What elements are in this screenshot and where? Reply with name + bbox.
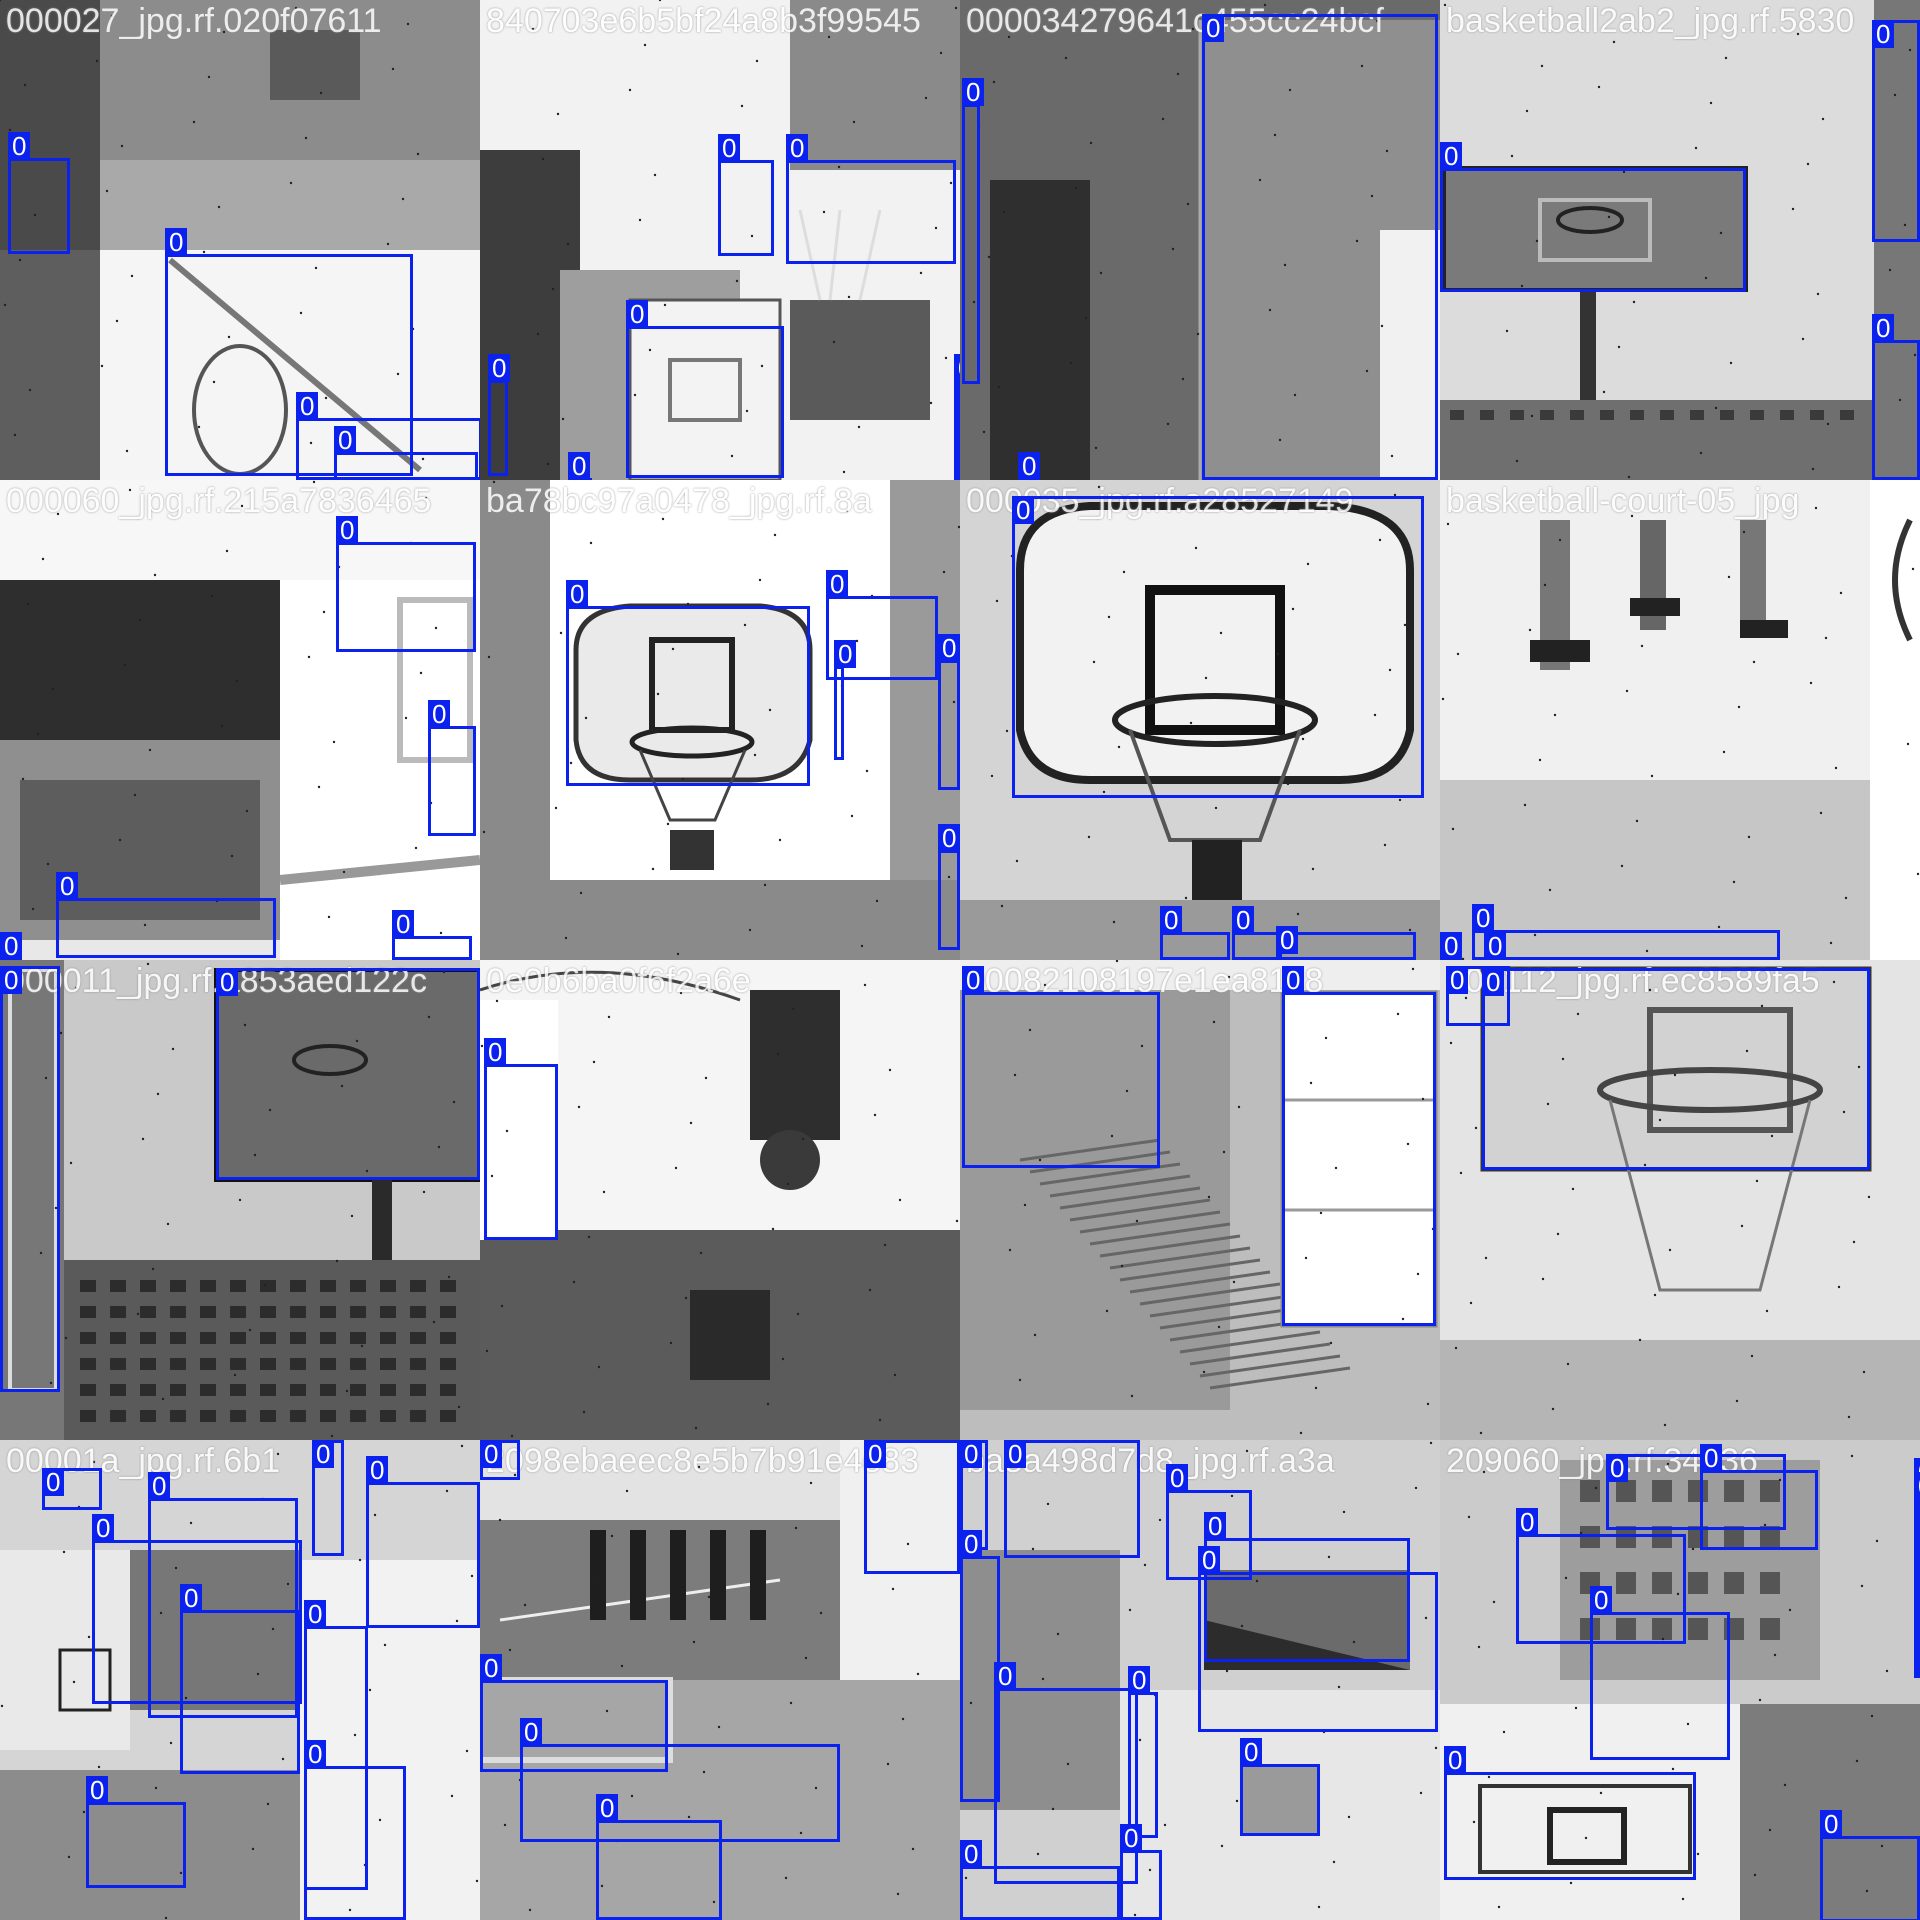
mosaic-tile: 000011_jpg.rf.a853aed122c 0 0: [0, 960, 480, 1440]
mosaic-tile: 000112_jpg.rf.ec8589fa5 0 0: [1440, 960, 1920, 1440]
tile-filename-label: 000027_jpg.rf.020f07611: [6, 2, 382, 40]
tile-image: [480, 1440, 960, 1920]
tile-image: [480, 480, 960, 960]
mosaic-tile: basketball-court-05_jpg 0 0 0: [1440, 480, 1920, 960]
tile-image: [960, 1440, 1440, 1920]
tile-image: [1440, 480, 1920, 960]
mosaic-tile: 00001a_jpg.rf.6b1 0 0 0 0 0 0 0 0 0: [0, 1440, 480, 1920]
tile-image: [0, 960, 480, 1440]
mosaic-tile: ba8a498d7d8_jpg.rf.a3a 0 0 0 0 0 0 0 0 0 0 0: [960, 1440, 1440, 1920]
tile-filename-label: 00082108197e1ea81c8: [966, 962, 1324, 1000]
mosaic-tile: 000035_jpg.rf.a28527149 0 0 0 0: [960, 480, 1440, 960]
tile-filename-label: basketball2ab2_jpg.rf.5830: [1446, 2, 1855, 40]
tile-image: [0, 0, 480, 480]
tile-image: [1440, 0, 1920, 480]
tile-filename-label: ba78bc97a0478_jpg.rf.8a: [486, 482, 872, 520]
tile-filename-label: 209060_jpg.rf.34b36: [1446, 1442, 1758, 1480]
mosaic-tile: 0e0b6ba0f6f2a6e 0: [480, 960, 960, 1440]
tile-image: [960, 0, 1440, 480]
tile-image: [1440, 960, 1920, 1440]
tile-image: [960, 480, 1440, 960]
tile-image: [480, 0, 960, 480]
tile-image: [0, 1440, 480, 1920]
mosaic-tile: 00082108197e1ea81c8 0 0: [960, 960, 1440, 1440]
mosaic-tile: basketball2ab2_jpg.rf.5830 0 0 0: [1440, 0, 1920, 480]
tile-filename-label: 000060_jpg.rf.215a7836465: [6, 482, 432, 520]
mosaic-tile: 000027_jpg.rf.020f07611 0 0 0 0: [0, 0, 480, 480]
tile-image: [960, 960, 1440, 1440]
tile-filename-label: ba8a498d7d8_jpg.rf.a3a: [966, 1442, 1335, 1480]
tile-filename-label: 00001a_jpg.rf.6b1: [6, 1442, 281, 1480]
mosaic-tile: 2098ebaeec8e5b7b91e4e83 0 0 0 0 0: [480, 1440, 960, 1920]
mosaic-tile: 000034279641c455cc24bcf 0 0 0: [960, 0, 1440, 480]
mosaic-tile: 209060_jpg.rf.34b3600000000: [1440, 1440, 1920, 1920]
tile-filename-label: 000035_jpg.rf.a28527149: [966, 482, 1354, 520]
tile-image: [0, 480, 480, 960]
tile-image: [480, 960, 960, 1440]
tile-filename-label: 840703e6b5bf24a8b3f99545: [486, 2, 921, 40]
mosaic-tile: 000060_jpg.rf.215a7836465 0 0 0 0 0: [0, 480, 480, 960]
tile-filename-label: 000011_jpg.rf.a853aed122c: [6, 962, 427, 1000]
tile-filename-label: 2098ebaeec8e5b7b91e4e83: [486, 1442, 920, 1480]
tile-filename-label: 000034279641c455cc24bcf: [966, 2, 1384, 40]
tile-image: [1440, 1440, 1920, 1920]
tile-filename-label: 0e0b6ba0f6f2a6e: [486, 962, 751, 1000]
tile-filename-label: basketball-court-05_jpg: [1446, 482, 1800, 520]
tile-filename-label: 000112_jpg.rf.ec8589fa5: [1446, 962, 1820, 1000]
mosaic-tile: ba78bc97a0478_jpg.rf.8a 0 0 0 0 0: [480, 480, 960, 960]
